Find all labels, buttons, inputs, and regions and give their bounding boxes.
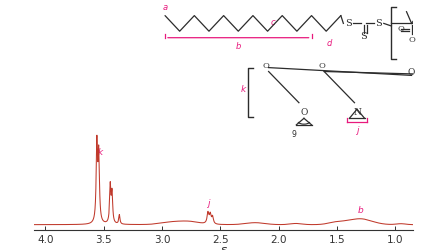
- Text: b: b: [236, 42, 241, 50]
- Text: k: k: [97, 148, 102, 157]
- Text: j: j: [356, 126, 358, 135]
- Text: N: N: [353, 108, 361, 117]
- Text: d: d: [326, 39, 332, 48]
- Text: O: O: [300, 108, 308, 117]
- Text: b: b: [357, 206, 363, 215]
- Text: S: S: [345, 19, 352, 28]
- Text: S: S: [360, 32, 367, 41]
- Text: O: O: [318, 62, 325, 70]
- Text: 9: 9: [291, 130, 296, 139]
- Text: j: j: [207, 199, 209, 208]
- X-axis label: $\delta$: $\delta$: [218, 246, 228, 250]
- Text: S: S: [376, 19, 382, 28]
- Text: c: c: [270, 18, 275, 27]
- Text: O: O: [397, 24, 404, 32]
- Text: O: O: [408, 36, 415, 44]
- Text: O: O: [263, 62, 269, 70]
- Text: a: a: [163, 3, 168, 12]
- Text: k: k: [241, 85, 246, 94]
- Text: O: O: [408, 68, 415, 77]
